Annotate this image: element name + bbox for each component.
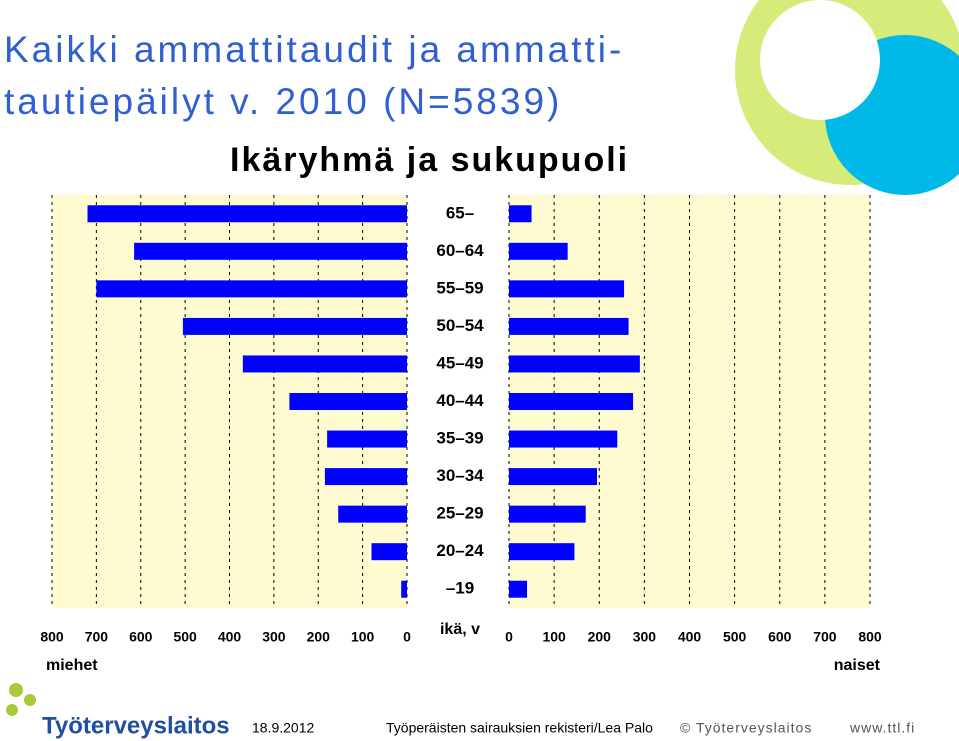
- category-label: 50–54: [436, 316, 484, 335]
- bar: [509, 543, 575, 561]
- bar: [509, 505, 586, 523]
- category-label: 35–39: [436, 429, 483, 448]
- logo: Työterveyslaitos: [6, 683, 230, 739]
- bar: [509, 393, 634, 410]
- x-tick-label: 200: [307, 629, 331, 645]
- x-tick-label: 500: [723, 629, 747, 645]
- logo-text: Työterveyslaitos: [42, 712, 230, 739]
- x-tick-label: 300: [633, 629, 657, 645]
- bar: [509, 205, 532, 223]
- bar: [182, 317, 407, 335]
- bar: [324, 468, 407, 486]
- bar: [509, 580, 528, 598]
- bar: [87, 205, 407, 223]
- x-tick-label: 100: [351, 629, 375, 645]
- x-tick-label: 300: [262, 629, 286, 645]
- axis-label: ikä, v: [440, 621, 480, 638]
- category-label: 20–24: [436, 541, 484, 560]
- bar: [509, 468, 597, 486]
- axis-label: naiset: [834, 657, 881, 674]
- x-tick-label: 800: [40, 629, 64, 645]
- bar: [96, 280, 407, 298]
- bar: [242, 355, 407, 373]
- decor: [760, 0, 880, 120]
- x-tick-label: 600: [129, 629, 153, 645]
- bar: [327, 430, 407, 448]
- x-tick-label: 0: [403, 629, 411, 645]
- category-label: 65–: [446, 203, 474, 222]
- bar: [338, 505, 407, 523]
- category-label: 55–59: [436, 278, 483, 297]
- x-tick-label: 0: [505, 629, 513, 645]
- bar: [371, 543, 407, 561]
- footer-date: 18.9.2012: [252, 720, 314, 736]
- x-tick-label: 400: [678, 629, 702, 645]
- category-label: 45–49: [436, 353, 483, 372]
- bar: [134, 242, 407, 260]
- category-label: 25–29: [436, 504, 483, 523]
- subtitle: Ikäryhmä ja sukupuoli: [230, 141, 629, 179]
- bar: [509, 242, 568, 260]
- x-tick-label: 100: [542, 629, 566, 645]
- footer-source: Työperäisten sairauksien rekisteri/Lea P…: [386, 720, 653, 736]
- category-label: –19: [446, 579, 474, 598]
- bar: [509, 430, 618, 448]
- category-label: 60–64: [436, 241, 484, 260]
- x-tick-label: 700: [813, 629, 837, 645]
- bar: [401, 580, 407, 598]
- footer-copyright: © Työterveyslaitos: [680, 720, 812, 736]
- footer-url: www.ttl.fi: [849, 720, 915, 736]
- axis-label: miehet: [46, 657, 98, 674]
- title: Kaikki ammattitaudit ja ammatti-tautiepä…: [4, 29, 624, 122]
- x-tick-label: 700: [85, 629, 109, 645]
- category-label: 40–44: [436, 391, 484, 410]
- bar: [509, 355, 640, 373]
- x-tick-label: 500: [173, 629, 197, 645]
- x-tick-label: 400: [218, 629, 242, 645]
- x-tick-label: 600: [768, 629, 792, 645]
- x-tick-label: 800: [858, 629, 882, 645]
- category-label: 30–34: [436, 466, 484, 485]
- bar: [509, 317, 629, 335]
- x-tick-label: 200: [588, 629, 612, 645]
- bar: [289, 393, 407, 410]
- bar: [509, 280, 625, 298]
